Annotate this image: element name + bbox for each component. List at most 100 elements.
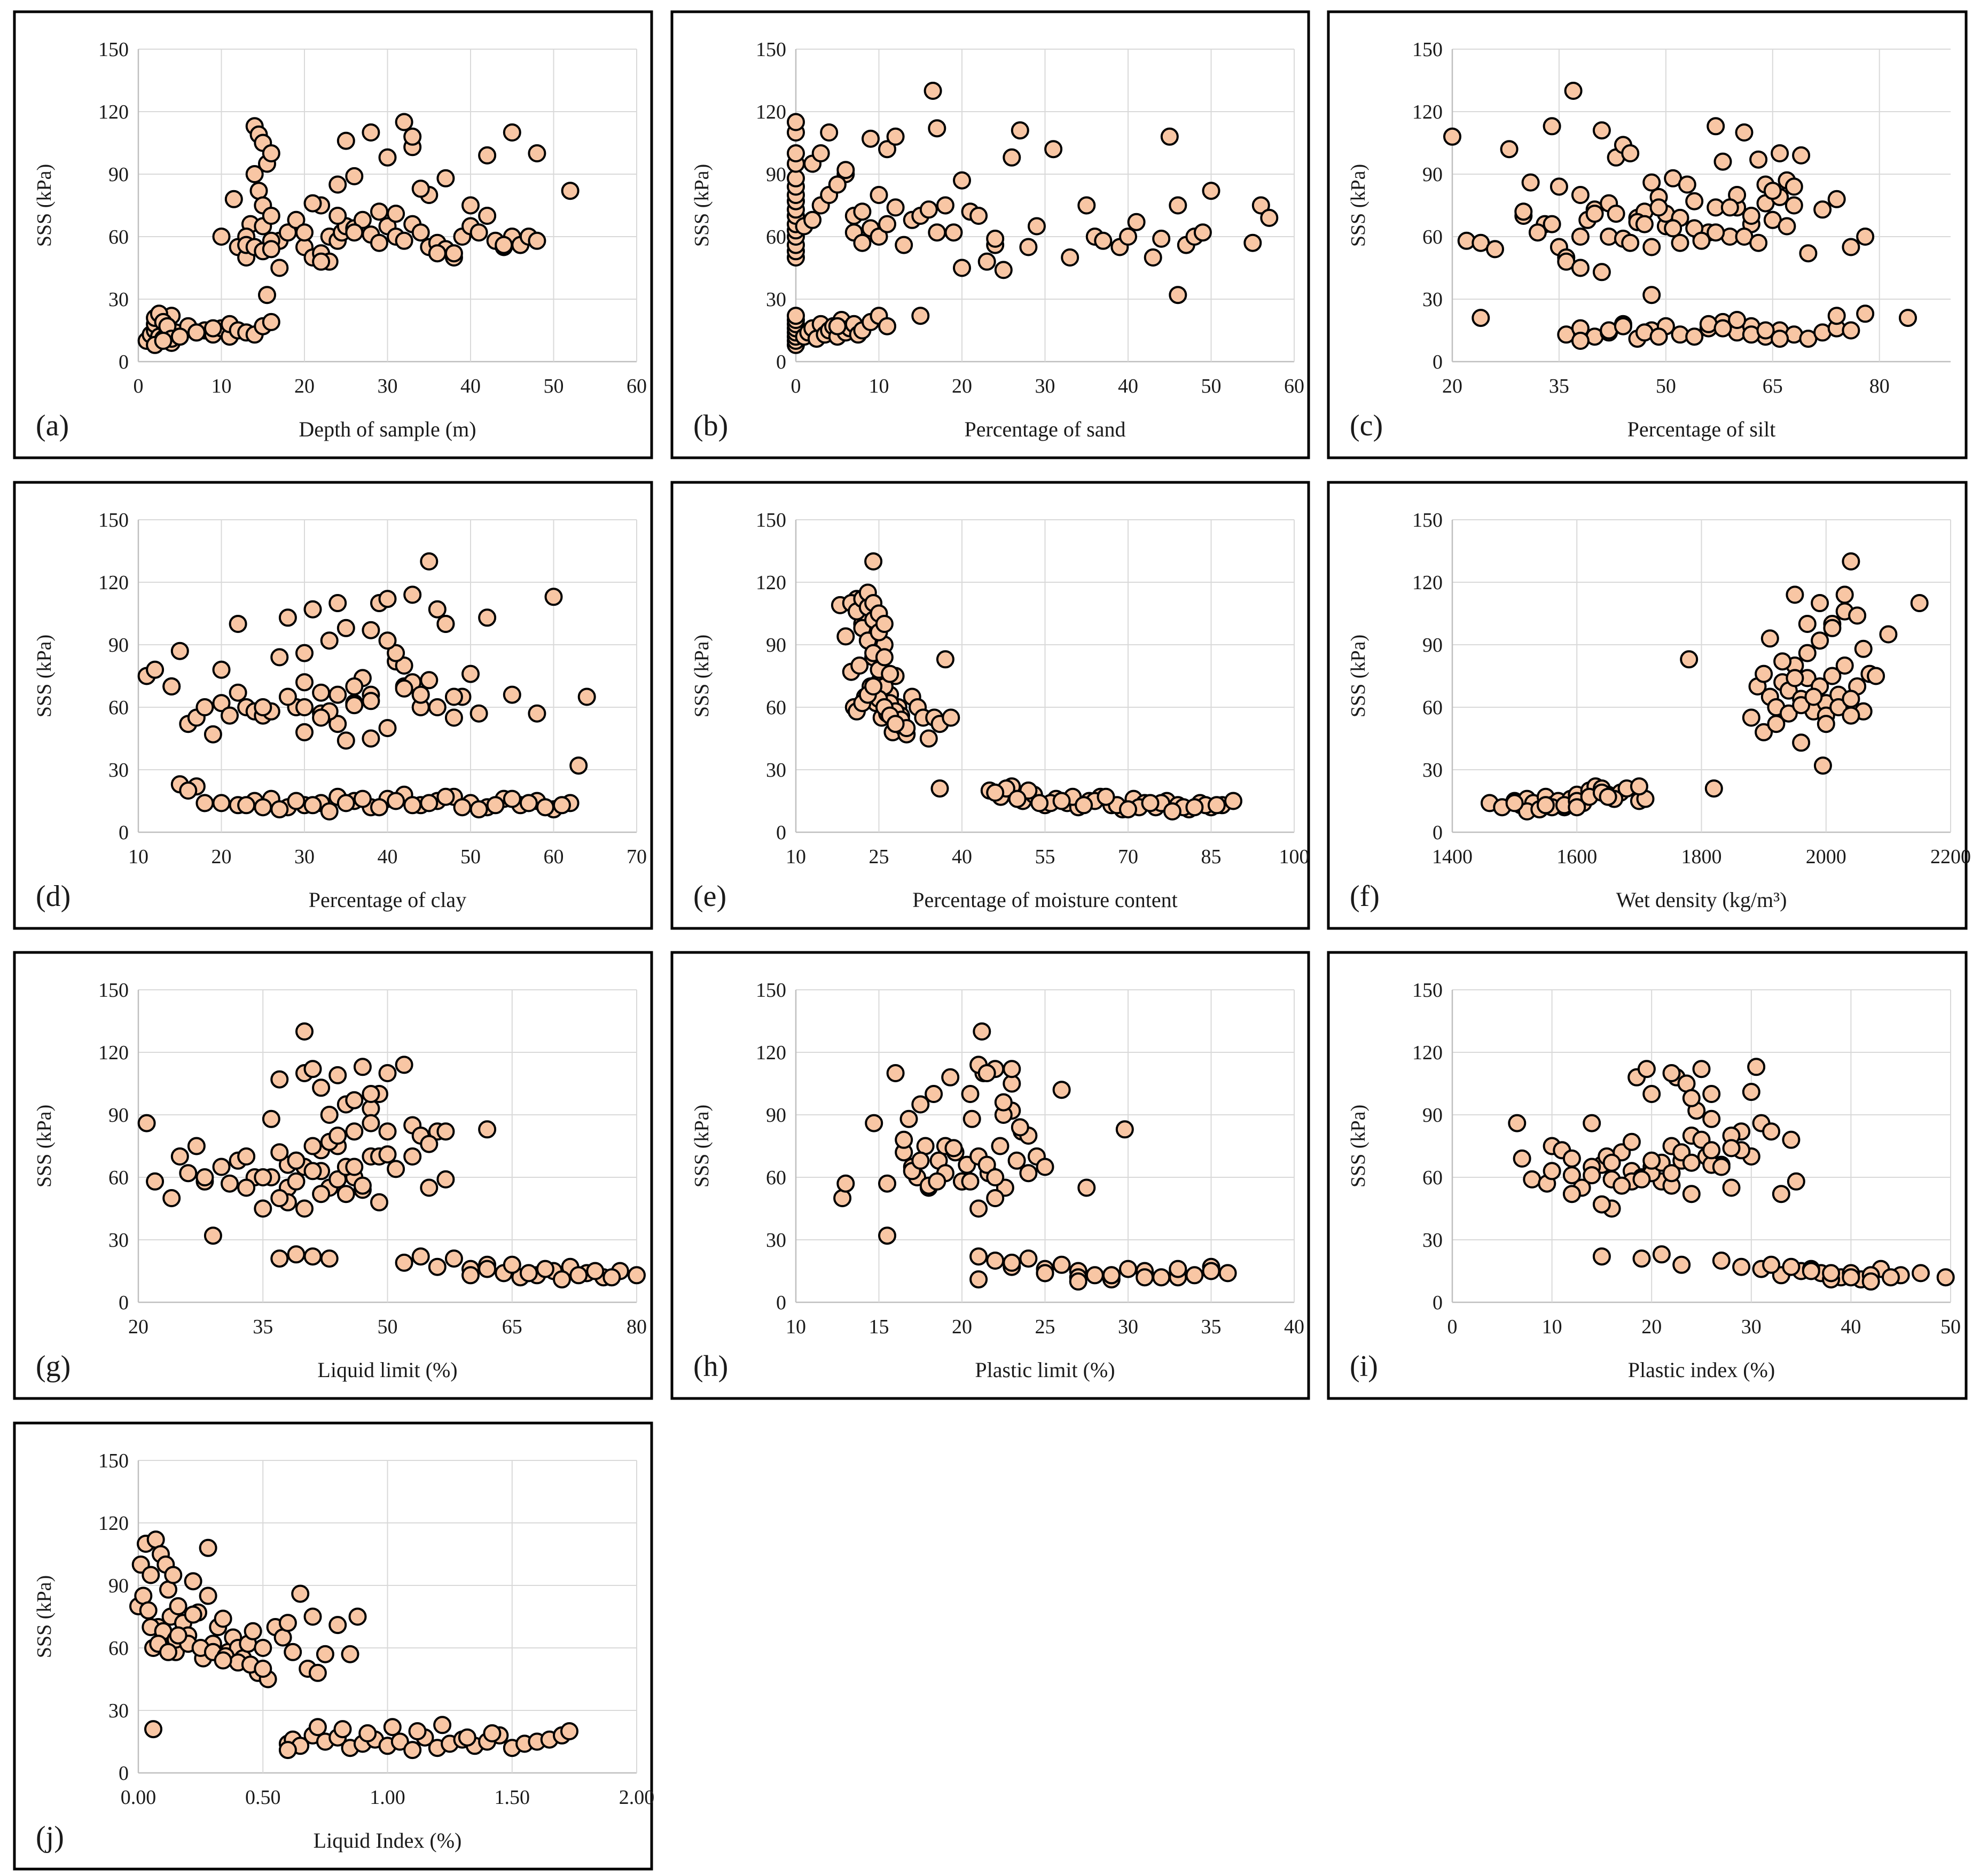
data-point [433, 1716, 452, 1734]
y-tick-label: 90 [766, 163, 786, 186]
data-point [303, 1060, 322, 1078]
data-point [1169, 196, 1187, 215]
data-point [333, 1720, 352, 1739]
y-tick-label: 0 [119, 351, 129, 373]
data-point [341, 1645, 359, 1663]
data-point [1755, 723, 1773, 741]
data-point [1817, 715, 1835, 733]
data-point [291, 1584, 310, 1603]
data-point [1910, 594, 1929, 612]
data-point [1260, 208, 1279, 227]
x-tick-label: 35 [1201, 1316, 1222, 1338]
scatter-series [1481, 552, 1929, 820]
data-point [212, 660, 231, 679]
data-point [345, 223, 364, 242]
data-point [1052, 792, 1071, 810]
data-point [1621, 144, 1640, 162]
data-point [1785, 196, 1803, 215]
data-point [1003, 1060, 1021, 1078]
data-point [1207, 796, 1226, 815]
data-point [295, 1022, 314, 1041]
x-tick-label: 65 [1763, 375, 1783, 397]
y-tick-label: 0 [776, 1292, 786, 1314]
data-point [1141, 794, 1160, 812]
y-tick-label: 120 [1412, 572, 1443, 594]
data-point [1119, 800, 1137, 819]
x-tick-label: 0.00 [121, 1786, 156, 1809]
x-axis-label: Percentage of clay [309, 888, 466, 912]
data-point [1513, 1149, 1531, 1168]
x-tick-label: 10 [786, 1316, 806, 1338]
y-tick-label: 120 [98, 572, 129, 594]
panel-label: (f) [1350, 880, 1380, 913]
data-point [969, 1199, 988, 1218]
data-point [270, 1249, 289, 1268]
data-point [1136, 1268, 1154, 1287]
data-point [1583, 1114, 1601, 1132]
data-point [444, 708, 463, 727]
data-point [469, 800, 488, 819]
data-point [1193, 223, 1212, 242]
data-point [353, 1058, 372, 1076]
data-point [411, 223, 430, 242]
data-point [986, 783, 1005, 802]
data-point [1682, 1089, 1701, 1107]
data-point [1835, 585, 1854, 604]
data-point [403, 796, 422, 815]
data-point [237, 1178, 256, 1197]
data-point [1637, 1060, 1656, 1078]
data-point [1549, 177, 1568, 196]
data-point [895, 1130, 913, 1149]
data-point [787, 113, 805, 131]
data-point [284, 1643, 302, 1661]
data-point [536, 798, 554, 817]
data-point [1823, 667, 1842, 685]
panel-j: 0 30 60 90 120 150 0.00 0.50 1.00 1.50 2.00 Liquid … [13, 1421, 654, 1871]
data-point [403, 1741, 422, 1760]
data-point [1523, 1170, 1541, 1189]
y-axis-label: SSS (kPa) [1347, 164, 1369, 247]
y-tick-label: 150 [1412, 509, 1443, 531]
data-point [1115, 1120, 1134, 1139]
data-point [919, 200, 938, 219]
data-point [1607, 205, 1625, 223]
data-point [1799, 244, 1818, 263]
y-tick-label: 30 [108, 759, 129, 781]
data-point [850, 656, 869, 675]
data-point [994, 1093, 1013, 1112]
data-point [878, 317, 896, 335]
y-tick-label: 30 [108, 1700, 129, 1722]
data-point [1771, 330, 1789, 348]
data-point [1543, 1162, 1561, 1181]
data-point [378, 1145, 397, 1164]
data-point [262, 207, 280, 225]
data-point [1169, 286, 1187, 304]
data-point [1243, 233, 1262, 252]
x-tick-label: 40 [952, 846, 972, 868]
data-point [1835, 656, 1854, 675]
data-point [1707, 223, 1725, 242]
panel-label: (d) [36, 880, 71, 913]
data-point [328, 685, 347, 704]
data-point [1842, 238, 1860, 256]
y-tick-label: 120 [756, 1042, 786, 1064]
y-tick-label: 0 [119, 1292, 129, 1314]
y-tick-label: 30 [766, 759, 786, 781]
y-tick-label: 150 [1412, 979, 1443, 1002]
data-point [1685, 192, 1704, 210]
data-point [1842, 552, 1860, 570]
data-point [519, 794, 538, 812]
data-point [969, 207, 988, 225]
data-point [308, 1663, 327, 1682]
data-point [1028, 217, 1046, 236]
x-tick-label: 50 [1656, 375, 1676, 397]
data-point [229, 615, 247, 633]
data-point [878, 140, 896, 159]
y-tick-label: 90 [1422, 1104, 1443, 1127]
data-point [1528, 223, 1547, 242]
x-tick-label: 0 [134, 375, 144, 397]
data-point [1008, 790, 1027, 808]
data-point [1443, 127, 1461, 146]
x-tick-label: 20 [1641, 1316, 1662, 1338]
data-point [1827, 190, 1846, 208]
